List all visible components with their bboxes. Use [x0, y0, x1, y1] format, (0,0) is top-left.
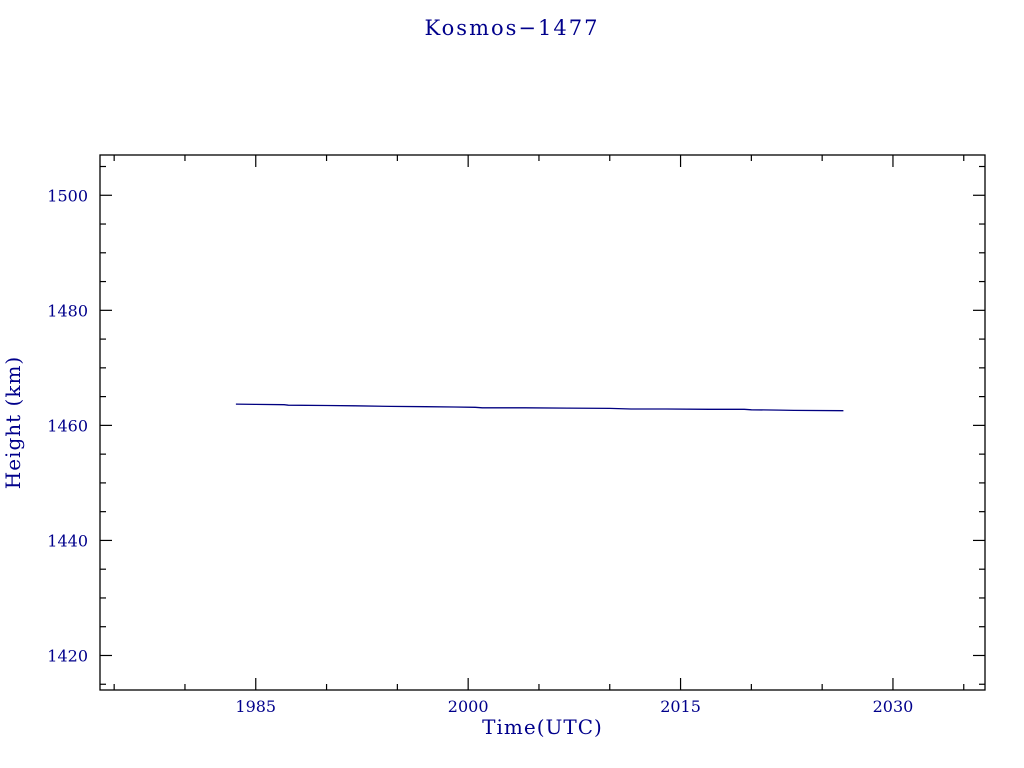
y-tick-label: 1460 — [47, 416, 88, 435]
x-tick-label: 2015 — [660, 697, 701, 716]
data-line — [235, 403, 844, 412]
y-tick-label: 1420 — [47, 646, 88, 665]
y-axis-label: Height (km) — [1, 356, 25, 489]
x-axis-label: Time(UTC) — [482, 715, 603, 739]
plot-border — [99, 154, 986, 691]
chart-title: Kosmos−1477 — [424, 16, 600, 40]
y-tick-label: 1440 — [47, 531, 88, 550]
x-tick-label: 2000 — [448, 697, 489, 716]
x-tick-label: 1985 — [235, 697, 276, 716]
y-tick-label: 1480 — [47, 301, 88, 320]
y-tick-label: 1500 — [47, 186, 88, 205]
x-tick-label: 2030 — [873, 697, 914, 716]
